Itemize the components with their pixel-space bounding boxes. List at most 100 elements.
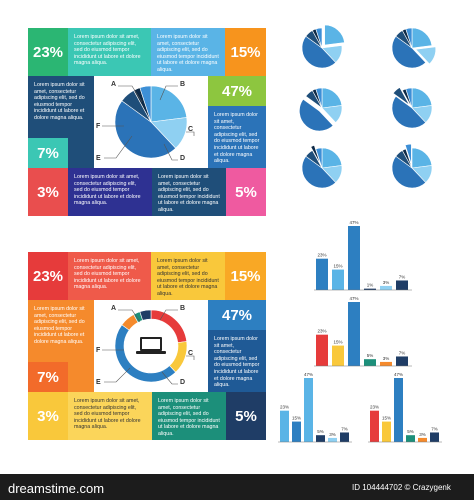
bar [304,378,313,442]
percent-box-bottom-left: 3% [28,168,68,216]
bar [380,285,392,290]
pie-slice [301,155,337,189]
bar-charts: 23% 15% 47% 1% 3% 7% 23% 15% 47% 5% 3% 7% 23% 15% 47% 5… [278,220,442,443]
pie-slice [150,85,188,123]
percent-box-bottom-left: 3% [28,392,68,440]
bar-label: 15% [292,416,301,421]
bar [382,421,391,442]
text-box-top-left: Lorem ipsum dolor sit amet, consectetur … [68,252,151,300]
bar-label: 7% [399,350,406,355]
text-box-right: Lorem ipsum dolor sit amet, consectetur … [208,106,266,168]
label-c: C [188,350,193,357]
pie-slice [404,143,412,165]
bar [316,258,328,290]
text-box-top-right: Lorem ipsum dolor sit amet, consectetur … [151,252,225,300]
text-box-right: Lorem ipsum dolor sit amet, consectetur … [208,330,266,392]
pie-slice [321,87,343,109]
bar-chart-2: 23% 15% 47% 5% 3% 7% [314,296,412,367]
bar [332,345,344,366]
pie-slice [391,35,427,69]
pie-slice [324,24,345,46]
bar-label: 7% [431,426,438,431]
bar-label: 3% [419,432,426,437]
pie-slice [391,155,427,189]
bar-label: 47% [349,296,358,301]
bar-label: 3% [383,280,390,285]
bar-label: 47% [394,372,403,377]
pie-variant-5 [301,144,343,189]
pie-variant-1 [301,24,345,69]
footer-id: ID 104444702 © Crazygenk [352,483,451,492]
bar [430,432,439,442]
bar-label: 5% [317,429,324,434]
pie-slice [411,27,433,49]
bar [340,432,349,442]
pie-slice [301,35,337,69]
bar-label: 7% [399,274,406,279]
pie-variant-4 [391,87,433,129]
percent-box-top-left: 23% [28,252,68,300]
spacer-left [68,138,94,168]
percent-box-left: 7% [28,138,68,168]
text-box-bottom-right: Lorem ipsum dolor sit amet, consectetur … [152,392,226,440]
bar [406,435,415,442]
laptop-icon [136,337,166,354]
text-box-top-left: Lorem ipsum dolor sit amet, consectetur … [68,28,151,76]
pie-variant-2 [391,27,437,69]
pie-slice [169,341,188,373]
bar-label: 5% [407,429,414,434]
bar-chart-4: 23% 15% 47% 5% 3% 7% [368,372,442,443]
label-d: D [180,155,185,162]
percent-box-right: 47% [208,300,266,330]
leader-lines [102,309,195,385]
top-center-pie [114,85,188,159]
pie-slice [139,85,152,123]
spacer-left [68,362,94,392]
pie-variant-3 [299,87,343,132]
bar [328,437,337,442]
text-box-bottom-left: Lorem ipsum dolor sit amet, consectetur … [68,168,152,216]
percent-box-top-left: 23% [28,28,68,76]
pie-slice [401,148,413,169]
text-box-top-right: Lorem ipsum dolor sit amet, consectetur … [151,28,225,76]
text-box-left: Lorem ipsum dolor sit amet, consectetur … [28,76,94,138]
bar-chart-1: 23% 15% 47% 1% 3% 7% [314,220,412,291]
label-e: E [96,155,101,162]
top-infographic: 23% Lorem ipsum dolor sit amet, consecte… [28,28,266,216]
label-b: B [180,81,185,88]
leader-lines [102,85,195,161]
footer-bar: dreamstime.com ID 104444702 © Crazygenk [0,474,474,500]
bar [316,435,325,442]
percent-box-bottom-right: 5% [226,392,266,440]
bar [380,361,392,366]
pie-slice [305,150,323,169]
bar [418,437,427,442]
percent-box-bottom-right: 5% [226,168,266,216]
label-f: F [96,347,101,354]
text-box-bottom-left: Lorem ipsum dolor sit amet, consectetur … [68,392,152,440]
bar [396,280,408,290]
pie-slice [392,87,410,106]
bar-label: 23% [370,405,379,410]
bottom-center-ring [114,309,188,383]
pie-slice [315,87,323,109]
bar-label: 15% [333,264,342,269]
bar [292,421,301,442]
pie-slice [315,147,323,169]
pie-slice [139,309,152,321]
bar [370,410,379,442]
percent-box-top-right: 15% [225,28,266,76]
bar [396,356,408,366]
pie-slice [405,27,413,49]
bar-label: 23% [280,405,289,410]
bar-label: 3% [383,356,390,361]
text-box-left: Lorem ipsum dolor sit amet, consectetur … [28,300,94,362]
bar-label: 15% [333,340,342,345]
bar [280,410,289,442]
label-b: B [180,305,185,312]
bar [316,334,328,366]
bar-chart-3: 23% 15% 47% 5% 3% 7% [278,372,352,443]
percent-box-right: 47% [208,76,266,106]
bar-label: 47% [349,220,358,225]
label-a: A [111,81,116,88]
